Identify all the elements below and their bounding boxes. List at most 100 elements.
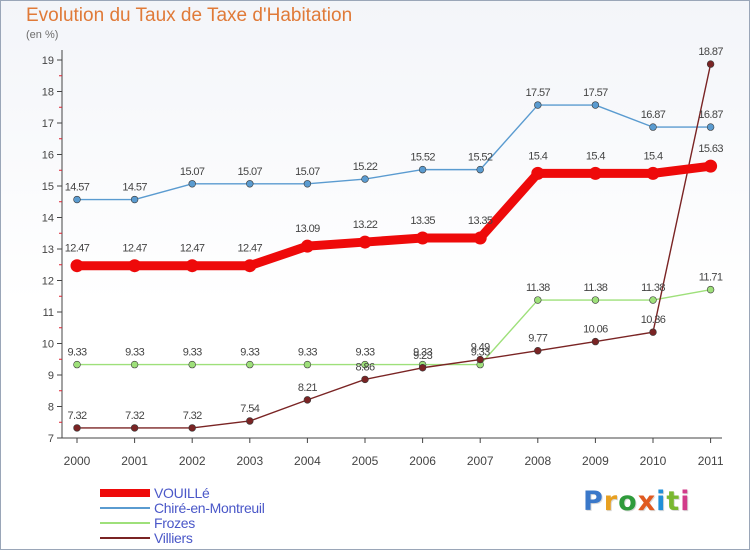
data-label: 8.86 <box>355 361 374 373</box>
data-label: 11.71 <box>699 272 723 284</box>
data-label: 9.23 <box>413 350 432 362</box>
legend-item: Frozes <box>100 515 400 531</box>
x-tick-label: 2010 <box>640 454 667 468</box>
line-chart: 7 8 9 10 11 12 13 14 15 16 17 18 19 2000 2001 2002 2003 2… <box>42 46 724 468</box>
x-tick-label: 2011 <box>698 454 724 468</box>
y-tick-label: 9 <box>48 370 54 382</box>
data-point <box>476 165 484 174</box>
data-label: 7.32 <box>67 410 86 422</box>
data-label: 15.22 <box>353 161 378 173</box>
data-label: 13.35 <box>468 215 493 227</box>
series-line-chir-en-montreuil <box>76 104 712 201</box>
x-tick-label: 2002 <box>179 454 206 468</box>
y-tick-label: 11 <box>43 307 54 319</box>
x-tick-label: 2000 <box>64 454 91 468</box>
data-point <box>706 285 715 294</box>
legend-item: Villiers <box>100 530 400 546</box>
data-point <box>130 360 139 369</box>
data-point <box>534 296 542 304</box>
legend-swatch <box>100 507 150 509</box>
data-label: 15.4 <box>528 150 547 162</box>
data-point <box>649 328 657 336</box>
x-tick-label: 2007 <box>467 454 494 468</box>
data-label: 17.57 <box>526 87 551 99</box>
data-label: 12.47 <box>238 243 263 255</box>
data-point <box>706 60 715 68</box>
y-tick-label: 17 <box>42 118 54 130</box>
y-tick-label: 13 <box>42 244 54 256</box>
data-point <box>130 195 139 204</box>
series-chir-en-montreuil <box>73 101 715 204</box>
data-label: 15.4 <box>586 150 605 162</box>
data-label: 13.35 <box>410 215 435 227</box>
data-point <box>188 180 196 188</box>
data-point <box>188 424 196 432</box>
data-point <box>361 360 369 369</box>
legend-item: VOUILLé <box>100 485 400 501</box>
data-label: 7.54 <box>240 403 259 415</box>
data-point <box>416 231 430 245</box>
data-point <box>73 424 81 432</box>
data-point <box>188 360 196 369</box>
data-point <box>303 360 312 369</box>
y-tick-label: 10 <box>42 339 54 351</box>
data-point <box>591 296 600 304</box>
data-label: 14.57 <box>65 182 90 194</box>
data-point <box>128 259 142 273</box>
data-label: 18.87 <box>698 46 723 58</box>
data-point <box>591 337 600 346</box>
series-line-vouill- <box>72 161 716 271</box>
data-point <box>649 296 657 304</box>
data-label: 9.33 <box>413 347 432 359</box>
data-label: 10.06 <box>583 324 608 336</box>
data-point <box>300 239 314 253</box>
data-label: 15.07 <box>238 166 263 178</box>
data-point <box>70 259 84 273</box>
data-labels: 14.57 14.57 15.07 15.07 15.07 15.22 15.52 15.52… <box>65 46 724 422</box>
axes: 7 8 9 10 11 12 13 14 15 16 17 18 19 2000 2001 2002 2003 2… <box>42 50 724 468</box>
series-villiers <box>73 60 715 432</box>
legend: VOUILLé Chiré-en-Montreuil Frozes Villiers <box>100 485 400 546</box>
legend-swatch <box>100 522 150 524</box>
data-label: 11.38 <box>584 282 608 294</box>
data-point <box>646 166 660 180</box>
data-label: 15.07 <box>180 166 205 178</box>
series-frozes <box>73 285 715 369</box>
proxiti-logo: Proxiti <box>583 486 691 517</box>
data-point <box>361 375 369 384</box>
data-label: 15.07 <box>295 166 320 178</box>
data-point <box>649 123 657 131</box>
data-point <box>473 231 487 245</box>
chart-title: Evolution du Taux de Taxe d'Habitation <box>26 5 353 26</box>
data-point <box>704 159 718 173</box>
x-tick-label: 2001 <box>121 454 148 468</box>
data-label: 9.33 <box>355 347 374 359</box>
data-label: 11.38 <box>641 282 665 294</box>
x-tick-label: 2005 <box>352 454 379 468</box>
data-label: 7.32 <box>125 410 144 422</box>
y-tick-label: 19 <box>42 55 54 67</box>
data-label: 15.52 <box>468 152 493 164</box>
data-label: 12.47 <box>65 243 90 255</box>
data-label: 9.33 <box>67 347 86 359</box>
data-point <box>534 101 542 109</box>
data-point <box>130 424 139 432</box>
legend-label: Frozes <box>154 515 195 531</box>
data-point <box>531 166 545 180</box>
data-label: 9.33 <box>298 347 317 359</box>
data-label: 9.33 <box>471 347 490 359</box>
y-tick-label: 8 <box>48 402 54 414</box>
data-point <box>303 396 312 404</box>
data-point <box>185 259 199 273</box>
legend-label: VOUILLé <box>154 485 210 501</box>
series-line-villiers <box>76 63 712 429</box>
data-label: 9.33 <box>183 347 202 359</box>
data-point <box>73 360 81 369</box>
legend-label: Chiré-en-Montreuil <box>154 500 265 516</box>
data-label: 14.57 <box>122 182 147 194</box>
data-label: 9.33 <box>125 347 144 359</box>
data-point <box>418 165 427 174</box>
y-tick-label: 15 <box>42 181 54 193</box>
series-vouill- <box>70 159 718 273</box>
